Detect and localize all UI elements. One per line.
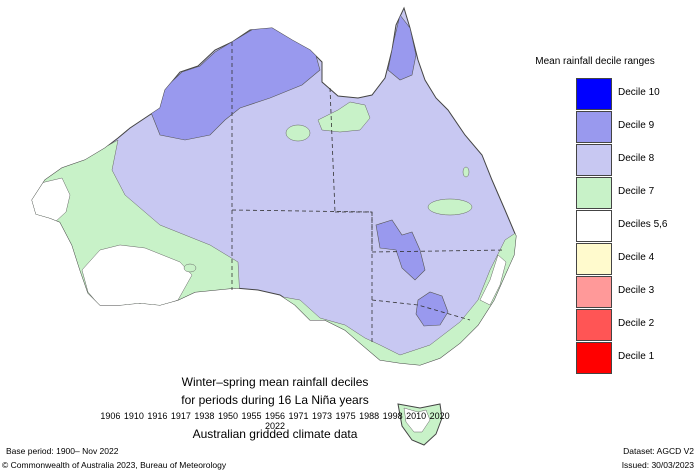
- legend-label: Decile 4: [618, 252, 655, 263]
- legend-label: Decile 1: [618, 351, 655, 362]
- region-west-deciles-5-6: [32, 177, 71, 223]
- legend-label: Decile 9: [618, 120, 655, 131]
- patch-nw-small-decile-7: [183, 263, 197, 273]
- legend-label: Decile 7: [618, 186, 655, 197]
- patch-qld-small-decile-7: [462, 166, 470, 178]
- caption-source: Australian gridded climate data: [192, 427, 358, 441]
- patch-qld-decile-7: [427, 198, 473, 216]
- caption-years: 1906 1910 1916 1917 1938 1950 1955 1956 …: [100, 411, 450, 431]
- caption-title: Winter–spring mean rainfall deciles: [181, 375, 369, 389]
- legend-swatch: [576, 342, 612, 374]
- legend-title: Mean rainfall decile ranges: [535, 56, 655, 67]
- legend-item: Decile 3: [576, 276, 696, 309]
- legend-item: Decile 7: [576, 177, 696, 210]
- australia-map: [31, 6, 517, 446]
- base-period: Base period: 1900– Nov 2022: [6, 446, 119, 456]
- legend-swatch: [576, 309, 612, 341]
- legend-swatch: [576, 78, 612, 110]
- legend-label: Decile 8: [618, 153, 655, 164]
- caption-subtitle: for periods during 16 La Niña years: [181, 393, 369, 407]
- region-east-coast-deciles-5-6: [479, 254, 507, 306]
- legend-swatch: [576, 210, 612, 242]
- legend-swatch: [576, 111, 612, 143]
- tasmania-deciles-5-6: [403, 407, 431, 433]
- patch-gulf-decile-7: [317, 101, 371, 133]
- dataset-label: Dataset: AGCD V2: [623, 446, 694, 456]
- legend-label: Decile 10: [618, 87, 660, 98]
- legend-label: Decile 2: [618, 318, 655, 329]
- region-inland-decile-9: [375, 219, 426, 281]
- legend-label: Deciles 5,6: [618, 219, 668, 230]
- region-cape-york-decile-9: [387, 14, 417, 81]
- patch-nt-decile-7: [285, 124, 311, 142]
- legend-swatch: [576, 243, 612, 275]
- issued-date: Issued: 30/03/2023: [621, 460, 694, 470]
- legend-label: Decile 3: [618, 285, 655, 296]
- legend-swatch: [576, 144, 612, 176]
- legend-item: Decile 9: [576, 111, 696, 144]
- state-borders: [231, 42, 506, 345]
- legend-item: Decile 10: [576, 78, 696, 111]
- legend-item: Decile 4: [576, 243, 696, 276]
- legend-item: Decile 2: [576, 309, 696, 342]
- region-victoria-decile-9: [415, 291, 449, 327]
- legend: Decile 10 Decile 9 Decile 8 Decile 7 Deciles…: [576, 78, 696, 375]
- copyright: © Commonwealth of Australia 2023, Bureau…: [2, 460, 227, 470]
- legend-item: Decile 8: [576, 144, 696, 177]
- legend-item: Decile 1: [576, 342, 696, 375]
- legend-item: Deciles 5,6: [576, 210, 696, 243]
- legend-swatch: [576, 276, 612, 308]
- legend-swatch: [576, 177, 612, 209]
